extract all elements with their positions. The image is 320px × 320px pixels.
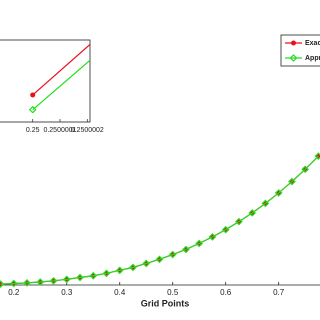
marker <box>314 152 320 161</box>
marker <box>36 278 45 286</box>
series-line <box>0 155 319 285</box>
marker <box>274 189 283 197</box>
marker <box>142 259 151 268</box>
marker <box>30 92 36 98</box>
inset-plot <box>28 21 118 114</box>
marker <box>115 266 124 275</box>
marker <box>0 280 5 288</box>
marker <box>208 233 217 241</box>
marker <box>195 239 204 248</box>
marker <box>28 105 37 114</box>
marker <box>49 276 58 285</box>
inset-x-tick-label: 0.2500002 <box>71 127 104 134</box>
x-tick-label: 0.6 <box>220 288 232 297</box>
marker <box>102 269 111 278</box>
marker <box>182 245 190 254</box>
marker <box>301 165 310 174</box>
marker <box>261 199 270 208</box>
marker <box>235 217 243 226</box>
main-plot: 0.2 0.3 0.4 0.5 0.6 0.7 Grid Points <box>0 152 320 308</box>
marker <box>129 263 137 272</box>
series-line <box>32 59 90 111</box>
legend: Exact Approximate <box>280 34 320 67</box>
marker <box>9 279 18 288</box>
series-line <box>32 43 90 96</box>
marker <box>62 275 71 284</box>
x-tick-label: 0.4 <box>114 288 126 297</box>
marker <box>112 36 118 42</box>
x-axis-label: Grid Points <box>141 298 190 308</box>
marker <box>248 209 257 217</box>
inset-frame <box>0 39 91 123</box>
marker <box>89 271 98 280</box>
x-tick-label: 0.5 <box>167 288 179 297</box>
marker <box>113 21 117 25</box>
legend-label: Exact <box>305 40 320 47</box>
legend-label: Approximate <box>305 55 320 62</box>
x-tick-label: 0.2 <box>8 288 20 297</box>
marker <box>155 255 164 264</box>
inset-x-tick-label: 0.25 <box>26 127 40 134</box>
marker <box>288 177 296 186</box>
inset-x-tick-label: 0.2500001 <box>43 127 76 134</box>
legend-box <box>280 34 320 67</box>
series-line <box>0 155 319 285</box>
x-tick-label: 0.3 <box>61 288 73 297</box>
marker <box>76 273 84 282</box>
marker <box>23 279 31 287</box>
x-tick-label: 0.7 <box>273 288 285 297</box>
marker <box>168 250 177 259</box>
marker <box>289 54 298 62</box>
marker <box>291 40 296 46</box>
marker <box>221 225 230 234</box>
